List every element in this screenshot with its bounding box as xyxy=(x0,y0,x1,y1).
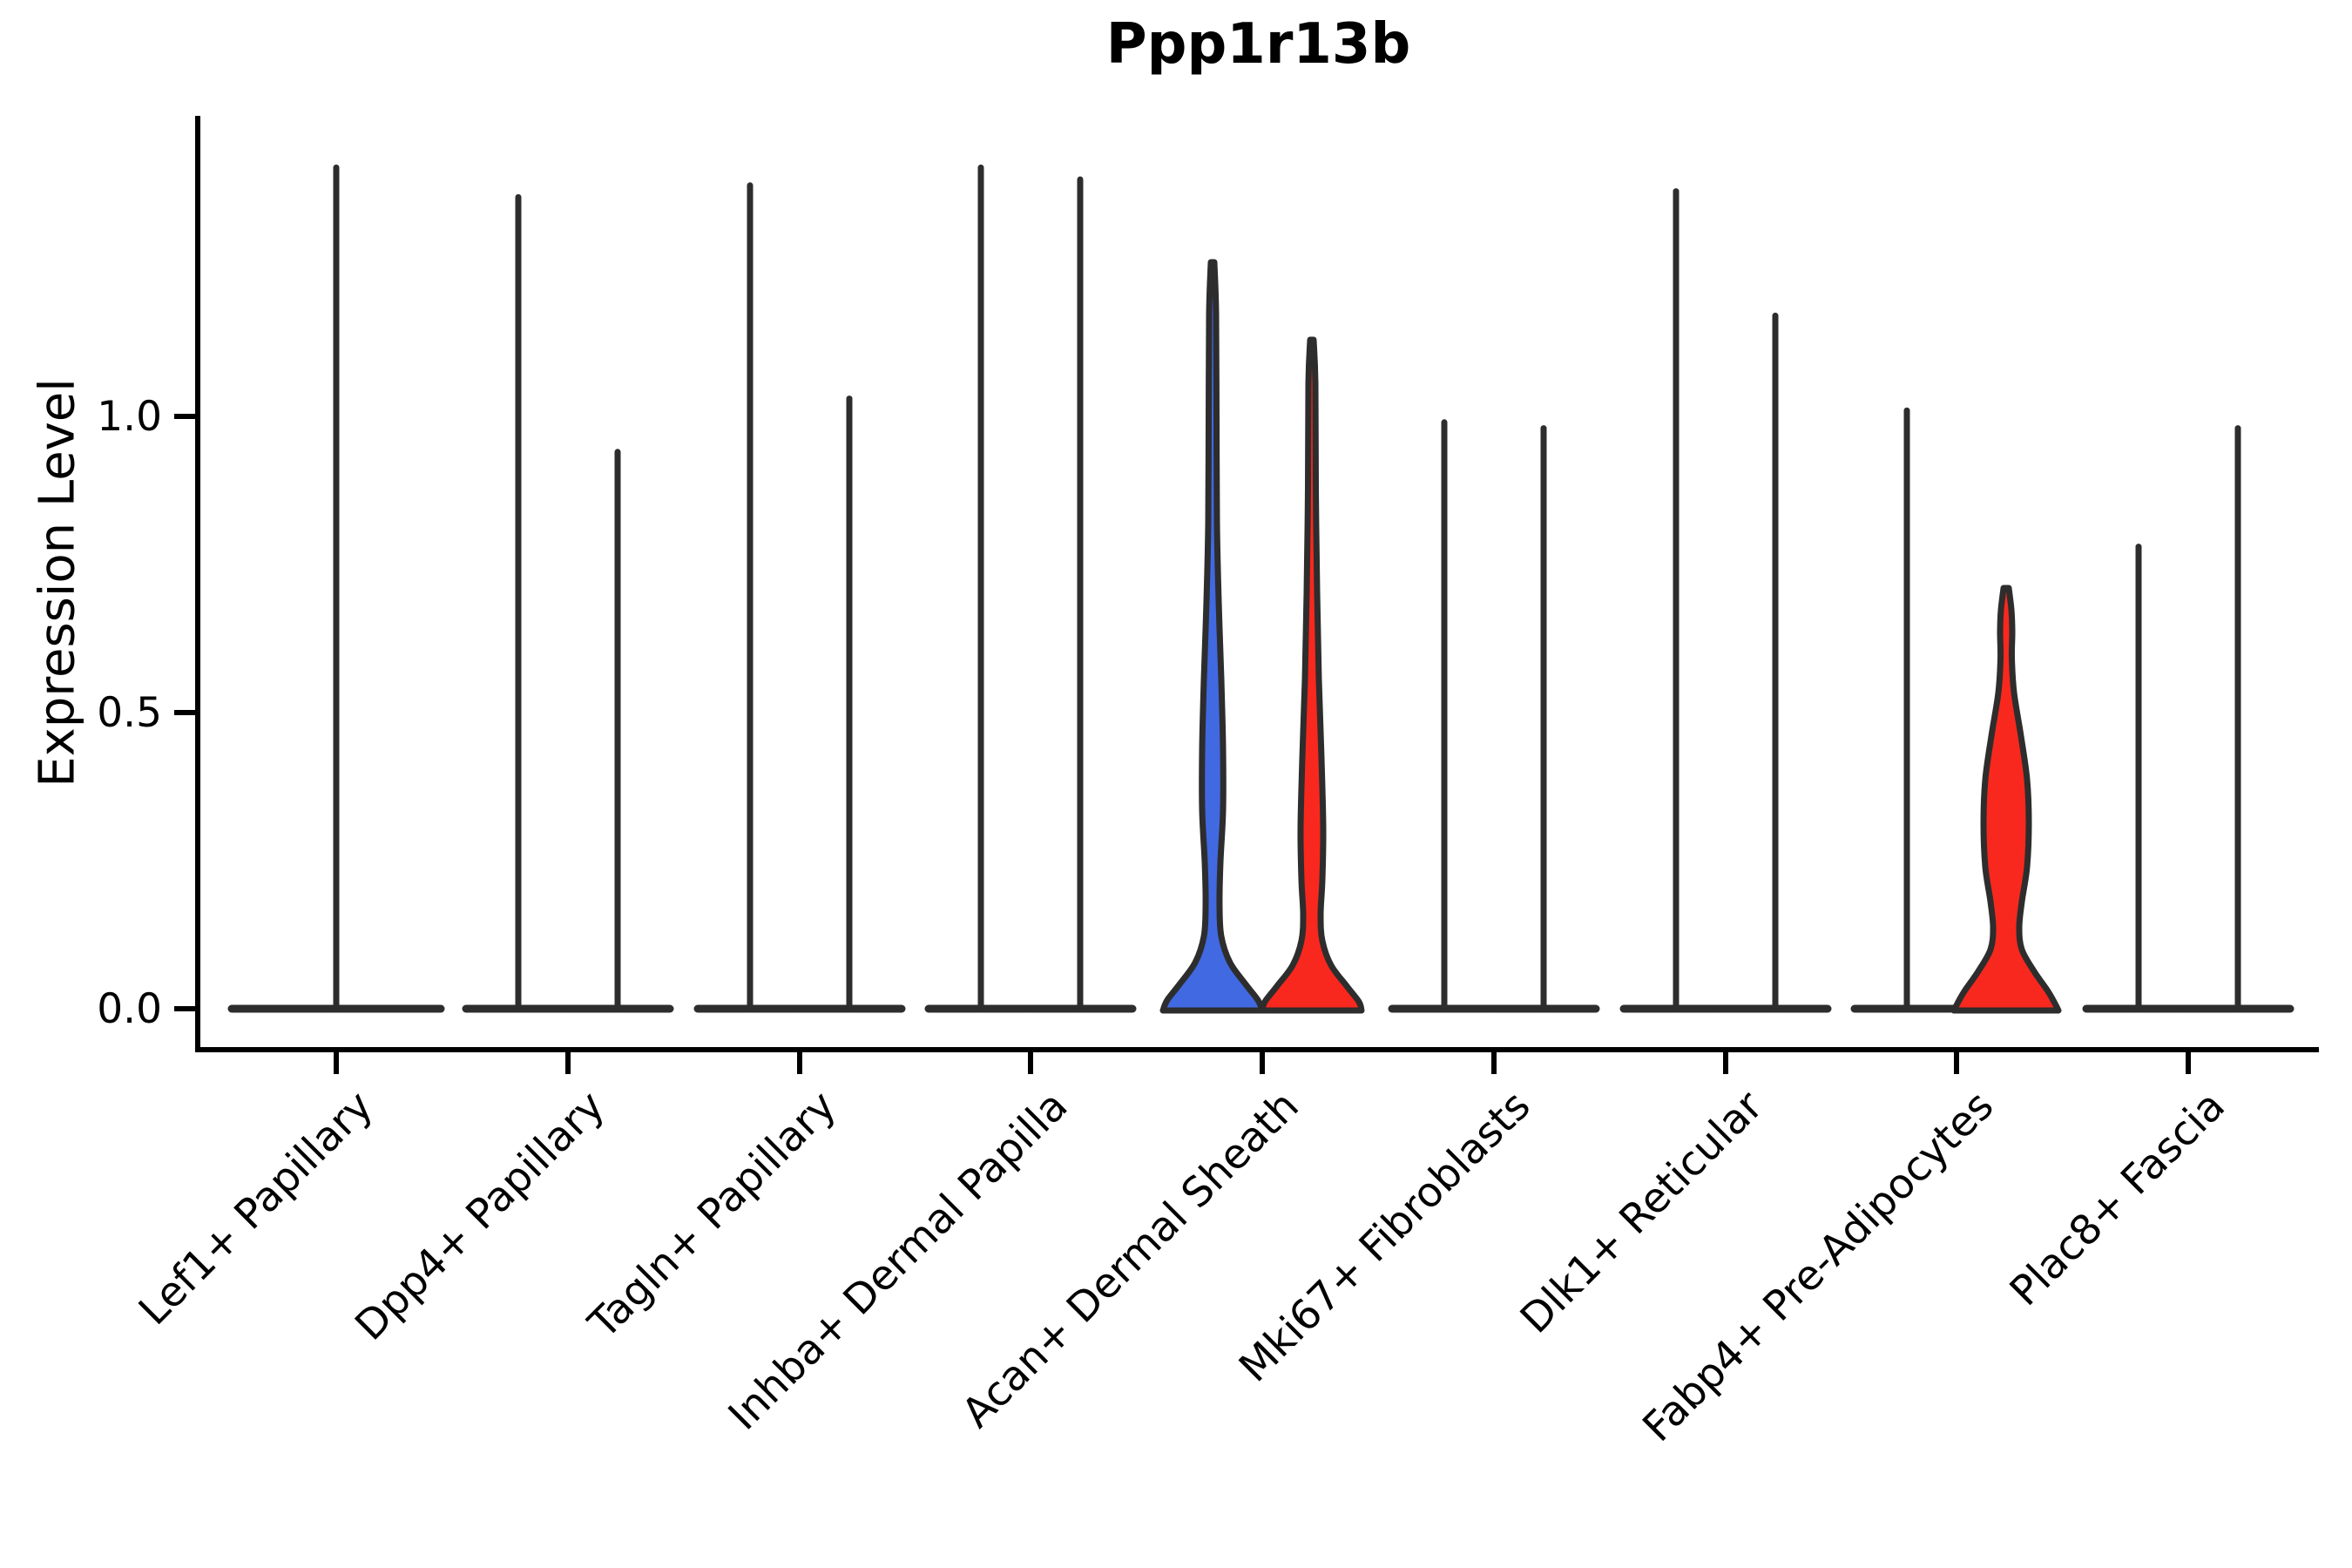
y-tick-label-1.0: 1.0 xyxy=(97,393,162,441)
plot-title: Ppp1r13b xyxy=(1105,12,1411,77)
y-tick-label-0.5: 0.5 xyxy=(97,689,162,737)
y-tick-label-0.0: 0.0 xyxy=(97,985,162,1033)
